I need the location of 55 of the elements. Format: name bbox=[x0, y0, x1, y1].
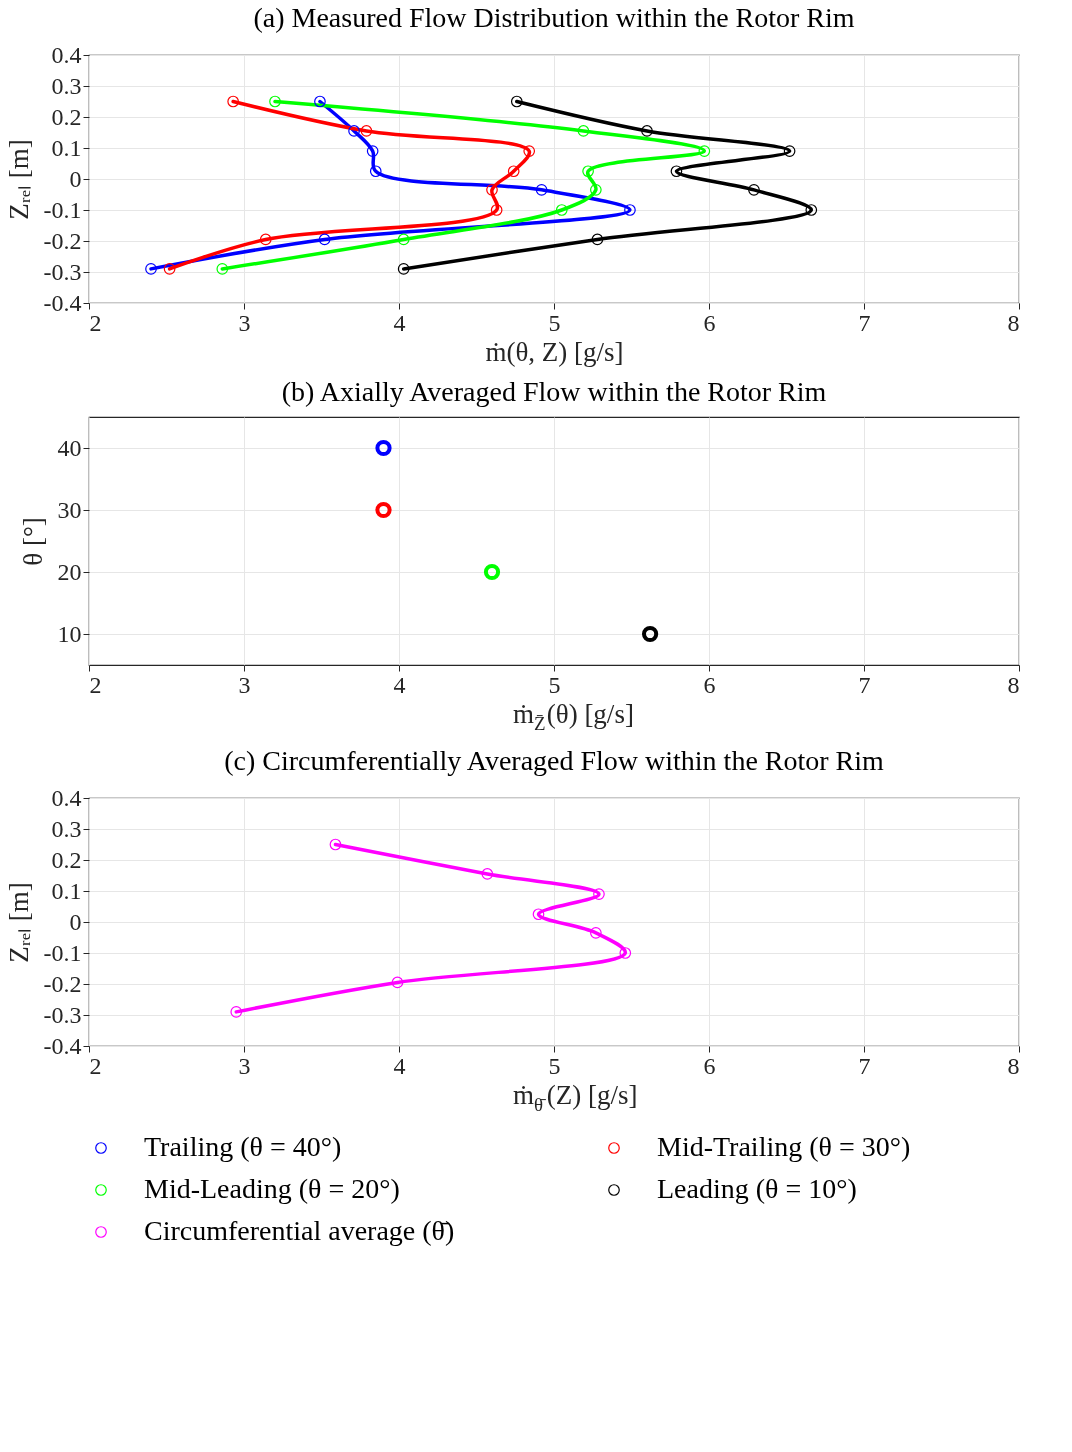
y-tick-label: 0 bbox=[69, 165, 82, 192]
y-tick-label: 0.4 bbox=[51, 784, 82, 811]
x-tick-label: 4 bbox=[393, 309, 406, 336]
y-tick-label: 0.1 bbox=[51, 877, 82, 904]
y-tick-label: -0.1 bbox=[43, 939, 82, 966]
chart-title: (a) Measured Flow Distribution within the Rotor Rim bbox=[253, 2, 855, 33]
x-tick-label: 4 bbox=[393, 671, 406, 698]
x-tick-label: 7 bbox=[858, 1052, 871, 1079]
y-tick-label: -0.2 bbox=[43, 227, 82, 254]
x-tick-label: 4 bbox=[393, 1052, 406, 1079]
x-tick-label: 5 bbox=[548, 309, 561, 336]
y-axis-title: θ [°] bbox=[17, 517, 48, 566]
x-tick-label: 8 bbox=[1007, 671, 1020, 698]
x-tick-label: 2 bbox=[89, 671, 102, 698]
legend-label: Mid-Leading (θ = 20°) bbox=[144, 1173, 400, 1204]
y-tick-label: -0.1 bbox=[43, 196, 82, 223]
y-tick-label: 0.1 bbox=[51, 134, 82, 161]
legend-label: Mid-Trailing (θ = 30°) bbox=[657, 1131, 911, 1162]
y-tick-label: 20 bbox=[57, 558, 82, 585]
y-tick-label: -0.3 bbox=[43, 258, 82, 285]
y-tick-label: -0.4 bbox=[43, 289, 82, 316]
x-tick-label: 3 bbox=[238, 309, 251, 336]
x-tick-label: 6 bbox=[703, 309, 716, 336]
x-tick-label: 8 bbox=[1007, 309, 1020, 336]
chart-title: (b) Axially Averaged Flow within the Rotor Rim bbox=[281, 376, 827, 407]
x-tick-label: 3 bbox=[238, 1052, 251, 1079]
x-tick-label: 8 bbox=[1007, 1052, 1020, 1079]
y-tick-label: -0.2 bbox=[43, 970, 82, 997]
y-tick-label: 0.3 bbox=[51, 72, 82, 99]
y-tick-label: 0.4 bbox=[51, 41, 82, 68]
x-tick-label: 2 bbox=[89, 309, 102, 336]
y-tick-label: -0.3 bbox=[43, 1001, 82, 1028]
chart-title: (c) Circumferentially Averaged Flow within the Rotor Rim bbox=[224, 745, 885, 776]
legend-label: Trailing (θ = 40°) bbox=[144, 1131, 342, 1162]
y-tick-label: 0 bbox=[69, 908, 82, 935]
x-tick-label: 5 bbox=[548, 671, 561, 698]
x-tick-label: 7 bbox=[858, 671, 871, 698]
y-tick-label: 30 bbox=[57, 496, 82, 523]
y-tick-label: 0.2 bbox=[51, 846, 82, 873]
x-tick-label: 7 bbox=[858, 309, 871, 336]
x-tick-label: 3 bbox=[238, 671, 251, 698]
x-tick-label: 6 bbox=[703, 1052, 716, 1079]
y-tick-label: 0.2 bbox=[51, 103, 82, 130]
legend-label: Circumferential average (θ̄) bbox=[144, 1215, 455, 1246]
y-axis-title: Zᵣₑₗ [m] bbox=[3, 139, 34, 220]
x-tick-label: 5 bbox=[548, 1052, 561, 1079]
x-tick-label: 2 bbox=[89, 1052, 102, 1079]
y-tick-label: 10 bbox=[57, 620, 82, 647]
x-tick-label: 6 bbox=[703, 671, 716, 698]
legend-label: Leading (θ = 10°) bbox=[657, 1173, 857, 1204]
y-tick-label: -0.4 bbox=[43, 1032, 82, 1059]
y-tick-label: 0.3 bbox=[51, 815, 82, 842]
x-axis-title: ṁ(θ, Z) [g/s] bbox=[485, 336, 624, 367]
y-tick-label: 40 bbox=[57, 434, 82, 461]
y-axis-title: Zᵣₑₗ [m] bbox=[3, 882, 34, 963]
